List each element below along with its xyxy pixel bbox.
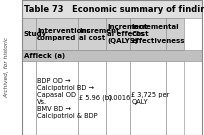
Bar xyxy=(36,18,78,50)
Text: Increment
al effects
(QALYS): Increment al effects (QALYS) xyxy=(107,24,148,44)
Text: £ 3,725 per
QALY: £ 3,725 per QALY xyxy=(131,92,170,105)
Bar xyxy=(78,18,106,50)
Text: Incremental
Cost
effectiveness: Incremental Cost effectiveness xyxy=(131,24,185,44)
Bar xyxy=(36,61,78,135)
Text: £ 5.96 (b): £ 5.96 (b) xyxy=(79,95,112,102)
Bar xyxy=(78,61,106,135)
Text: Increment
al cost: Increment al cost xyxy=(79,28,120,41)
Text: BDP OD →
Calcipotriol BD →
Capasal OD
Vs.
BMV BD →
Calcipotriol & BDP: BDP OD → Calcipotriol BD → Capasal OD Vs… xyxy=(37,78,98,119)
Text: Table 73   Economic summary of findings: Table 73 Economic summary of findings xyxy=(24,5,204,14)
Bar xyxy=(166,18,184,50)
Bar xyxy=(22,61,36,135)
Bar xyxy=(106,18,130,50)
Bar xyxy=(22,50,202,61)
Bar xyxy=(22,0,202,135)
Text: Archived, for historic: Archived, for historic xyxy=(5,37,10,98)
Text: Interventions
compared: Interventions compared xyxy=(37,28,91,41)
Bar xyxy=(130,18,166,50)
Bar xyxy=(22,0,202,18)
Text: Affleck (a): Affleck (a) xyxy=(24,53,65,59)
Bar xyxy=(166,61,184,135)
Text: Study: Study xyxy=(24,31,47,37)
Text: 0.0016: 0.0016 xyxy=(107,95,130,101)
Bar xyxy=(130,61,166,135)
Bar xyxy=(22,18,36,50)
Bar xyxy=(106,61,130,135)
